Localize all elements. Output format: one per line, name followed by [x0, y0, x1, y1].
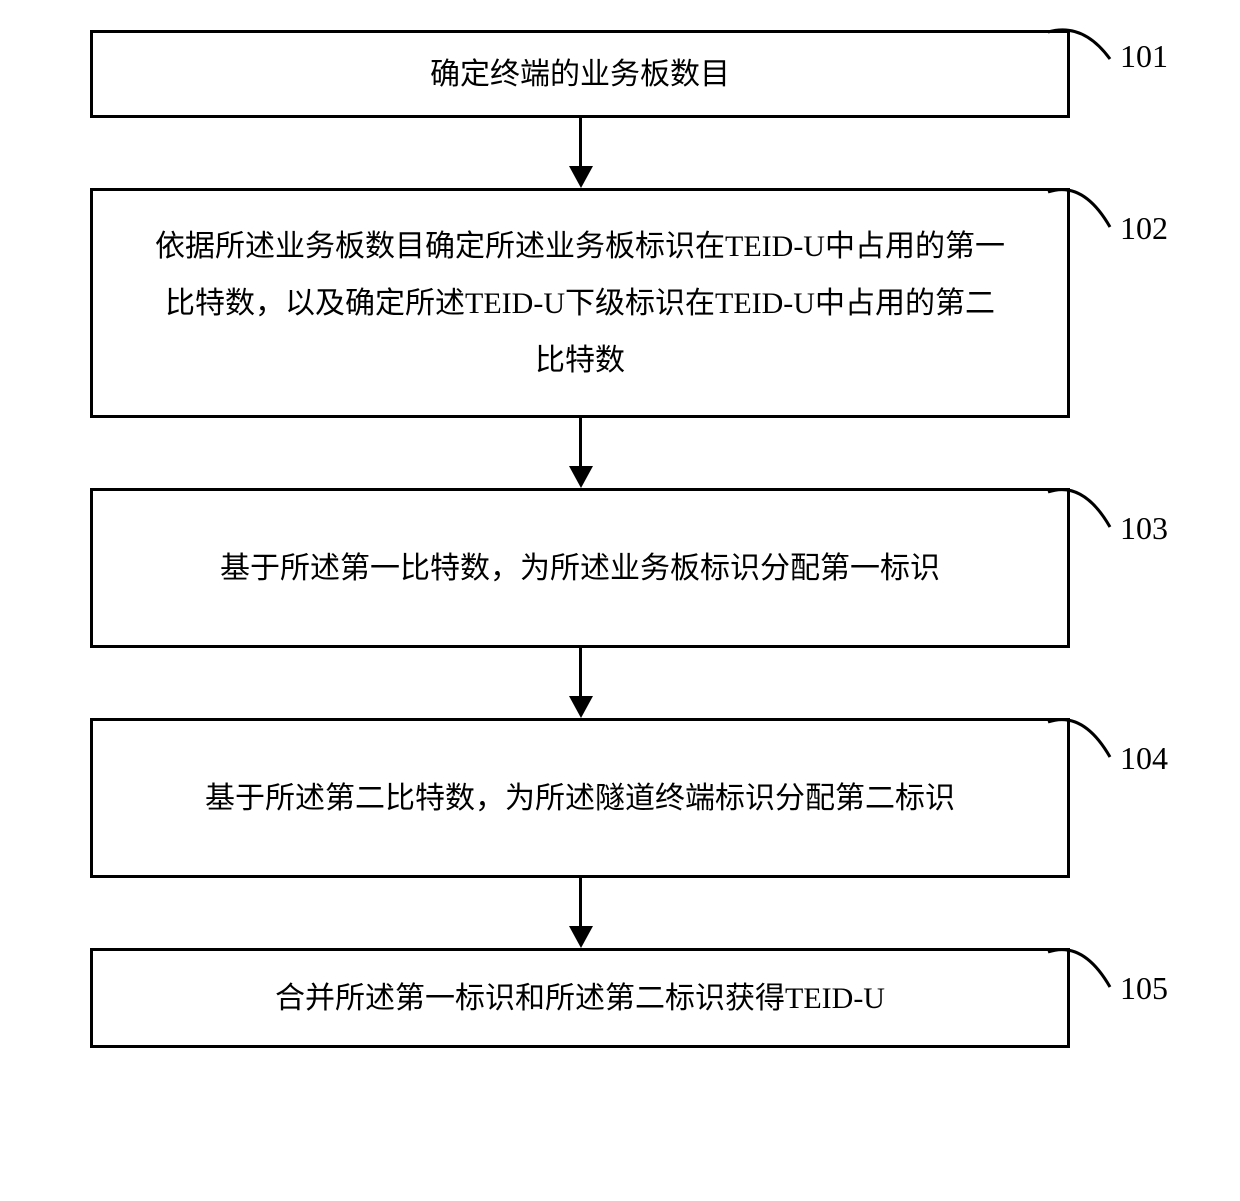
step-label-105: 105: [1120, 970, 1168, 1007]
step-text: 基于所述第一比特数，为所述业务板标识分配第一标识: [220, 540, 940, 597]
step-label-103: 103: [1120, 510, 1168, 547]
step-box-101: 确定终端的业务板数目: [90, 30, 1070, 118]
step-box-105: 合并所述第一标识和所述第二标识获得TEID-U: [90, 948, 1070, 1048]
arrow-4: [90, 878, 1070, 948]
step-text: 依据所述业务板数目确定所述业务板标识在TEID-U中占用的第一比特数，以及确定所…: [153, 218, 1007, 389]
step-label-101: 101: [1120, 38, 1168, 75]
arrow-1: [90, 118, 1070, 188]
arrow-2: [90, 418, 1070, 488]
step-label-104: 104: [1120, 740, 1168, 777]
step-text: 确定终端的业务板数目: [430, 46, 730, 103]
step-box-103: 基于所述第一比特数，为所述业务板标识分配第一标识: [90, 488, 1070, 648]
step-text: 基于所述第二比特数，为所述隧道终端标识分配第二标识: [205, 770, 955, 827]
step-label-102: 102: [1120, 210, 1168, 247]
step-box-102: 依据所述业务板数目确定所述业务板标识在TEID-U中占用的第一比特数，以及确定所…: [90, 188, 1070, 418]
step-text: 合并所述第一标识和所述第二标识获得TEID-U: [275, 970, 885, 1027]
arrow-3: [90, 648, 1070, 718]
flowchart-container: 确定终端的业务板数目 依据所述业务板数目确定所述业务板标识在TEID-U中占用的…: [90, 30, 1070, 1048]
step-box-104: 基于所述第二比特数，为所述隧道终端标识分配第二标识: [90, 718, 1070, 878]
